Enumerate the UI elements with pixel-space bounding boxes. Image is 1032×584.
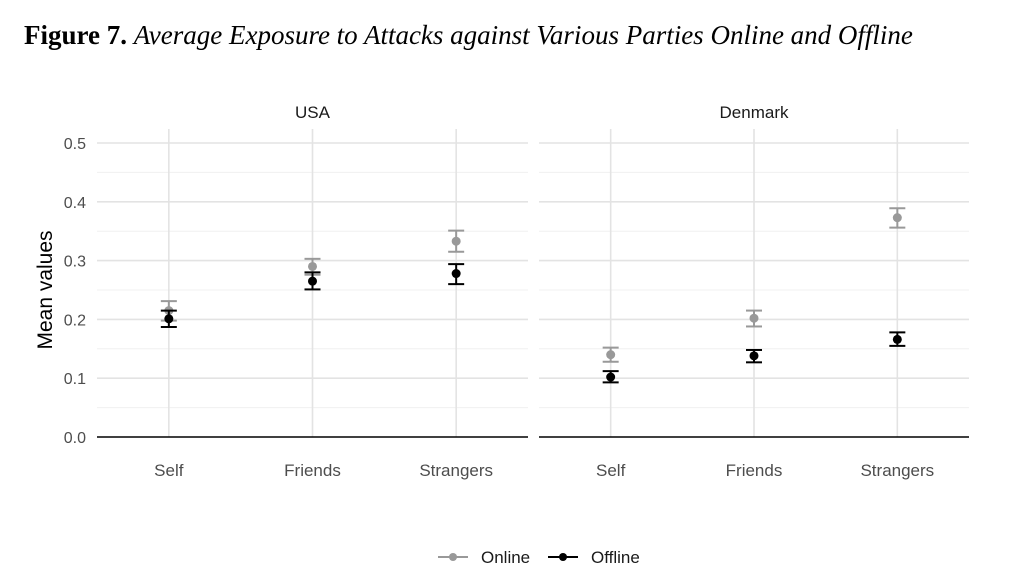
y-axis-title: Mean values — [34, 230, 57, 349]
data-point-online — [606, 350, 616, 360]
x-tick-label: Self — [596, 461, 626, 480]
data-point-offline — [308, 276, 317, 286]
x-tick-label: Strangers — [419, 461, 493, 480]
data-point-offline — [606, 372, 616, 382]
figure-label: Figure 7. — [24, 20, 127, 50]
data-point-online — [451, 236, 461, 246]
legend-key-point-offline — [559, 553, 567, 561]
x-tick-label: Self — [154, 461, 184, 480]
legend-label-online: Online — [481, 548, 530, 567]
y-tick-label: 0.3 — [64, 254, 86, 271]
y-tick-label: 0.1 — [64, 371, 86, 388]
facet-label-denmark: Denmark — [720, 103, 789, 122]
data-point-online — [308, 261, 317, 271]
x-tick-label: Friends — [726, 461, 783, 480]
facet-label-usa: USA — [295, 103, 331, 122]
y-tick-label: 0.0 — [64, 430, 86, 447]
data-point-online — [892, 213, 902, 223]
data-point-offline — [451, 269, 461, 279]
legend-label-offline: Offline — [591, 548, 640, 567]
data-point-online — [749, 313, 759, 323]
y-tick-label: 0.2 — [64, 312, 86, 329]
figure-title: Figure 7. Average Exposure to Attacks ag… — [24, 20, 913, 51]
x-tick-label: Friends — [284, 461, 341, 480]
y-tick-label: 0.4 — [64, 195, 86, 212]
x-tick-label: Strangers — [860, 461, 934, 480]
data-point-offline — [892, 334, 902, 344]
legend-key-point-online — [449, 553, 457, 561]
data-point-offline — [164, 314, 174, 324]
y-tick-label: 0.5 — [64, 136, 86, 153]
figure-title-text: Average Exposure to Attacks against Vari… — [133, 20, 913, 50]
data-point-offline — [749, 351, 759, 361]
